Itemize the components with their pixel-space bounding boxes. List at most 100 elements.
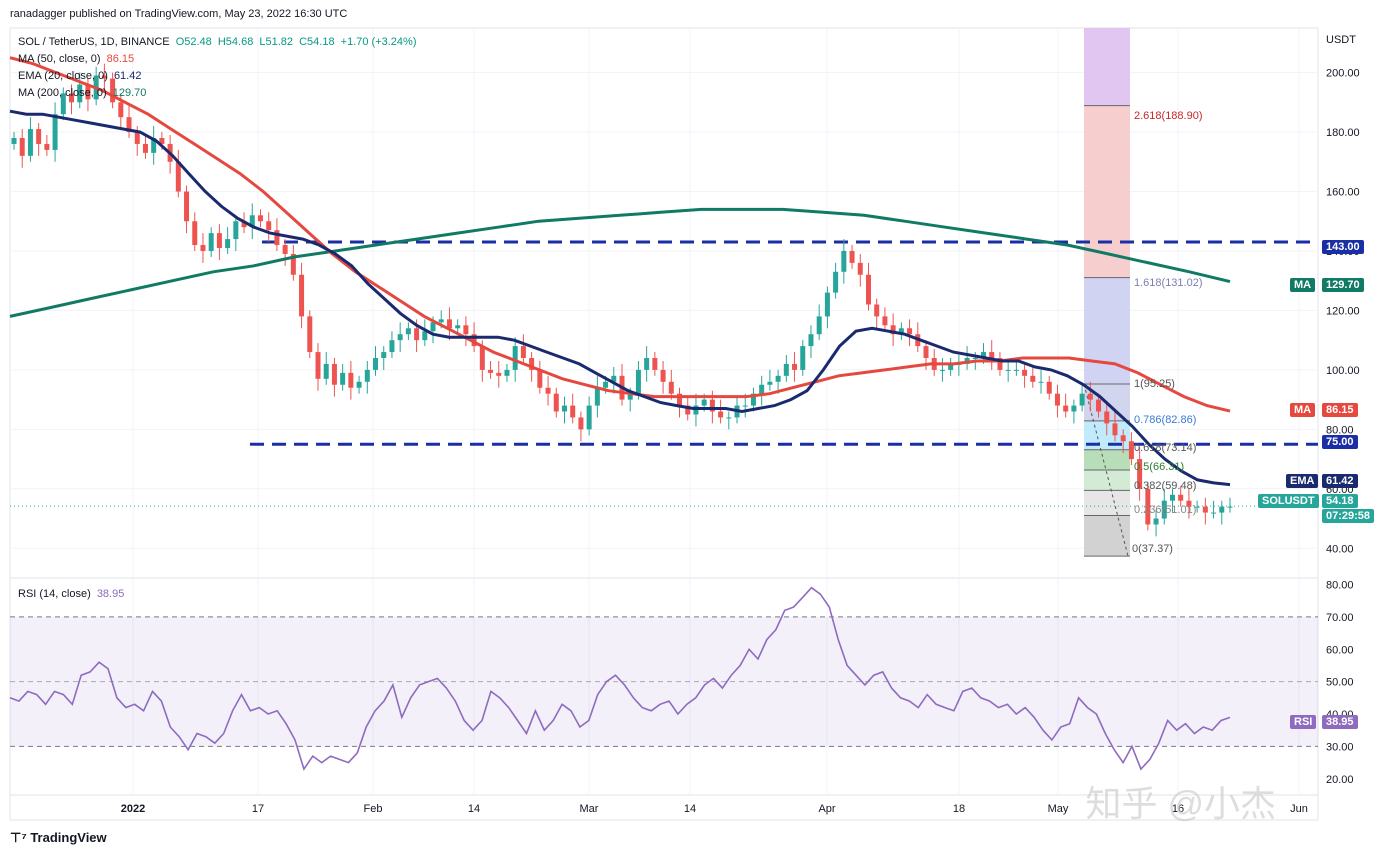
candle-body: [348, 372, 354, 388]
candle-body: [792, 363, 798, 370]
candle-body: [1046, 381, 1052, 394]
candle-body: [981, 352, 987, 358]
candle-body: [85, 84, 91, 100]
candle-body: [414, 328, 420, 341]
candle-body: [397, 334, 403, 341]
ma200-line: [9, 207, 1231, 318]
fib-label-0: 0(37.37): [1132, 543, 1173, 555]
candle-body: [1096, 399, 1102, 412]
candle-body: [989, 352, 995, 358]
candle-body: [192, 221, 198, 246]
candle-body: [69, 93, 75, 103]
ma50-legend[interactable]: MA (50, close, 0) 86.15: [18, 53, 137, 65]
candle-body: [11, 138, 17, 144]
candle-body: [241, 221, 247, 228]
candle-body: [923, 346, 929, 358]
price-tick-label: 40.00: [1326, 543, 1354, 555]
candle-body: [865, 274, 871, 305]
candle-body: [257, 215, 263, 222]
candle-body: [603, 381, 609, 388]
candle-body: [742, 405, 748, 407]
rsi-tag: RSI: [1290, 715, 1317, 729]
time-tick-label: 16: [1172, 803, 1184, 815]
rsi-pane: [9, 586, 1318, 771]
candle-body: [1153, 518, 1159, 525]
ema20-legend-value: 61.42: [113, 70, 142, 82]
symbol-price-tag: SOLUSDT: [1258, 494, 1319, 508]
symbol-legend[interactable]: SOL / TetherUS, 1D, BINANCE O52.48 H54.6…: [18, 36, 420, 48]
price-tick-label: 180.00: [1326, 127, 1360, 139]
candle-body: [27, 129, 33, 156]
candle-body: [405, 328, 411, 335]
ma50-legend-label: MA (50, close, 0): [18, 53, 101, 65]
tradingview-brand: TradingView: [30, 830, 107, 845]
candle-body: [857, 262, 863, 275]
fib-label-382: 0.382(59.48): [1134, 480, 1196, 492]
candle-body: [677, 393, 683, 406]
ma200-price-label: 129.70: [1322, 278, 1364, 292]
rsi-tick-label: 20.00: [1326, 774, 1354, 786]
candle-body: [44, 143, 50, 150]
moving-averages: [9, 56, 1231, 487]
candle-body: [225, 239, 231, 248]
candle-body: [1104, 411, 1110, 424]
candle-body: [77, 84, 83, 103]
candle-body: [660, 369, 666, 382]
time-tick-label: 2022: [121, 803, 145, 815]
candle-body: [323, 363, 329, 379]
candle-body: [1071, 405, 1077, 412]
candle-body: [627, 393, 633, 400]
candle-body: [767, 381, 773, 385]
candle-body: [299, 274, 305, 317]
candle-body: [1120, 435, 1126, 442]
rsi-legend-label: RSI (14, close): [18, 588, 91, 600]
candle-body: [307, 316, 313, 353]
ema20-price-label: 61.42: [1322, 474, 1358, 488]
rsi-tick-label: 30.00: [1326, 741, 1354, 753]
rsi-tick-label: 60.00: [1326, 644, 1354, 656]
time-tick-label: Feb: [364, 803, 383, 815]
fib-label-618: 0.618(73.14): [1134, 442, 1196, 454]
ohlc-high: H54.68: [217, 36, 254, 48]
candle-body: [578, 417, 584, 430]
ema20-legend[interactable]: EMA (20, close, 0) 61.42: [18, 70, 144, 82]
fib-label-2618: 2.618(188.90): [1134, 110, 1203, 122]
candle-body: [1128, 441, 1134, 460]
price-tick-label: 120.00: [1326, 305, 1360, 317]
candle-body: [709, 399, 715, 412]
ma50-price-label: 86.15: [1322, 403, 1358, 417]
candle-body: [816, 316, 822, 335]
price-tick-label: 80.00: [1326, 424, 1354, 436]
candle-body: [356, 381, 362, 388]
candle-body: [364, 369, 370, 382]
time-tick-label: Mar: [580, 803, 599, 815]
candle-body: [1063, 405, 1069, 412]
time-axis-ticks: 2022 17 Feb 14 Mar 14 Apr 18 May 16 Jun: [121, 803, 1308, 815]
ma200-legend[interactable]: MA (200, close, 0) 129.70: [18, 87, 149, 99]
candle-body: [668, 381, 674, 394]
candle-body: [1211, 512, 1217, 514]
candle-body: [249, 215, 255, 228]
candle-body: [545, 387, 551, 394]
candle-body: [134, 132, 140, 144]
rsi-line: [9, 586, 1231, 771]
ma50-line: [9, 56, 1231, 413]
candle-body: [635, 369, 641, 394]
candle-body: [833, 271, 839, 293]
candle-body: [1137, 459, 1143, 489]
candle-body: [512, 346, 518, 370]
time-tick-label: Jun: [1290, 803, 1308, 815]
candle-body: [841, 250, 847, 272]
ema20-legend-label: EMA (20, close, 0): [18, 70, 108, 82]
candle-body: [718, 411, 724, 418]
ohlc-open: O52.48: [175, 36, 212, 48]
tradingview-logo: ⊤⁷ TradingView: [10, 830, 107, 846]
candle-body: [939, 369, 945, 371]
candle-body: [775, 375, 781, 382]
watermark: 知乎 @小杰: [1085, 783, 1276, 824]
candle-body: [537, 369, 543, 388]
candle-body: [824, 292, 830, 317]
rsi-legend[interactable]: RSI (14, close) 38.95: [18, 588, 127, 600]
candle-body: [290, 253, 296, 275]
